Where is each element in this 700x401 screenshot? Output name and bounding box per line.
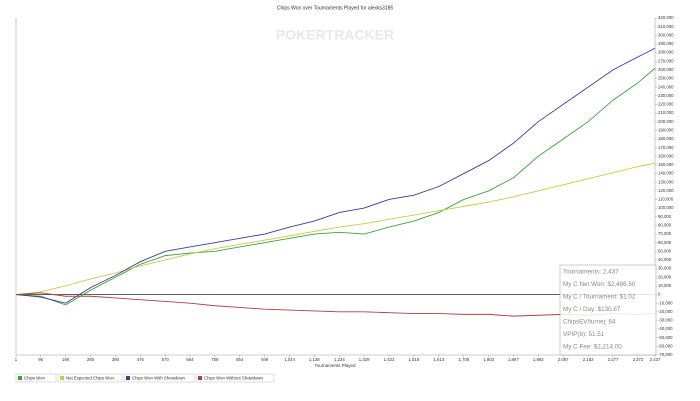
x-tick-label: 2,372: [633, 357, 644, 362]
legend-item: [15, 373, 57, 383]
x-tick-label: 1,708: [458, 357, 469, 362]
y-tick-label: 190,000: [658, 127, 674, 132]
x-tick-label: 190: [62, 357, 70, 362]
legend-swatch: [198, 376, 202, 380]
x-tick-label: 285: [87, 357, 95, 362]
x-tick-label: 1,518: [409, 357, 420, 362]
series-line: [15, 67, 656, 306]
y-tick-label: -50,000: [658, 335, 673, 340]
y-tick-label: 200,000: [658, 119, 674, 124]
y-tick-label: 280,000: [658, 50, 674, 55]
tooltip-line: Tournaments: 2,437: [563, 269, 619, 276]
legend-swatch: [126, 376, 130, 380]
y-tick-label: 250,000: [658, 76, 674, 81]
y-tick-label: 20,000: [658, 274, 672, 279]
tooltip-line: My C / Day: $130.87: [563, 306, 621, 313]
x-tick-label: 570: [162, 357, 170, 362]
legend-item: [195, 373, 275, 383]
legend-swatch: [60, 376, 64, 380]
y-tick-label: -60,000: [658, 343, 673, 348]
legend-swatch: [18, 376, 22, 380]
y-tick-label: 180,000: [658, 136, 674, 141]
x-tick-label: 1,138: [309, 357, 320, 362]
y-tick-label: 300,000: [658, 32, 674, 37]
x-tick-label: 1: [15, 357, 18, 362]
y-tick-label: 210,000: [658, 110, 674, 115]
watermark: POKERTRACKER: [276, 27, 394, 43]
chart-title: Chips Won over Tournaments Played for al…: [277, 5, 393, 11]
x-tick-label: 854: [236, 357, 244, 362]
y-tick-label: 120,000: [658, 188, 674, 193]
y-tick-label: -70,000: [658, 352, 673, 357]
y-tick-label: -40,000: [658, 326, 673, 331]
x-tick-label: 1,613: [433, 357, 444, 362]
y-tick-label: 90,000: [658, 214, 672, 219]
legend-label: Net Expected Chips Won: [66, 375, 115, 380]
x-tick-label: 1,897: [508, 357, 519, 362]
y-tick-label: 60,000: [658, 240, 672, 245]
y-tick-label: 220,000: [658, 102, 674, 107]
y-tick-label: 320,000: [658, 15, 674, 20]
x-tick-label: 1,992: [533, 357, 544, 362]
x-tick-label: 380: [112, 357, 120, 362]
y-tick-label: 130,000: [658, 179, 674, 184]
y-tick-label: 240,000: [658, 84, 674, 89]
x-tick-label: 2,087: [558, 357, 569, 362]
y-tick-label: -10,000: [658, 300, 673, 305]
x-tick-label: 759: [211, 357, 219, 362]
y-tick-label: 160,000: [658, 153, 674, 158]
y-tick-label: 100,000: [658, 205, 674, 210]
x-tick-label: 1,044: [284, 357, 295, 362]
y-tick-label: 50,000: [658, 248, 672, 253]
tooltip-box: [559, 264, 657, 356]
y-tick-label: 150,000: [658, 162, 674, 167]
y-tick-label: 230,000: [658, 93, 674, 98]
x-axis-label: Tournaments Played: [314, 363, 356, 368]
tooltip-line: VPIP(b): 51.51: [563, 331, 605, 338]
y-tick-label: 110,000: [658, 197, 674, 202]
y-tick-label: -30,000: [658, 318, 673, 323]
y-tick-label: 290,000: [658, 41, 674, 46]
x-tick-label: 949: [261, 357, 269, 362]
y-tick-label: 10,000: [658, 283, 672, 288]
series-line: [15, 47, 656, 304]
series-line: [15, 292, 656, 317]
y-tick-label: -20,000: [658, 309, 673, 314]
tooltip-line: ChipsEV/turnej: 64: [563, 319, 616, 326]
y-tick-label: 0: [658, 292, 661, 297]
tooltip-line: My C / Tournament: $1.02: [563, 294, 636, 301]
legend-item: [123, 373, 195, 383]
x-tick-label: 1,803: [483, 357, 494, 362]
legend-label: Chips Won With Showdown: [132, 375, 186, 380]
x-tick-label: 2,437: [650, 357, 661, 362]
y-tick-label: 310,000: [658, 24, 674, 29]
y-tick-label: 40,000: [658, 257, 672, 262]
x-tick-label: 95: [38, 357, 43, 362]
x-tick-label: 1,423: [384, 357, 395, 362]
legend-label: Chips Won Without Showdown: [204, 375, 264, 380]
y-tick-label: 260,000: [658, 67, 674, 72]
x-tick-label: 1,328: [359, 357, 370, 362]
tooltip-line: My C Net Won: $2,486.50: [563, 281, 636, 288]
x-tick-label: 664: [186, 357, 194, 362]
y-tick-label: 30,000: [658, 266, 672, 271]
y-tick-label: 80,000: [658, 223, 672, 228]
x-tick-label: 2,277: [608, 357, 619, 362]
x-tick-label: 475: [137, 357, 145, 362]
y-tick-label: 170,000: [658, 145, 674, 150]
legend-item: [57, 373, 123, 383]
tooltip-line: My C Fee: $2,214.00: [563, 344, 622, 351]
x-tick-label: 2,182: [583, 357, 594, 362]
x-tick-label: 1,234: [334, 357, 345, 362]
y-tick-label: 270,000: [658, 58, 674, 63]
y-tick-label: 140,000: [658, 171, 674, 176]
legend-label: Chips Won: [24, 375, 46, 380]
y-tick-label: 70,000: [658, 231, 672, 236]
